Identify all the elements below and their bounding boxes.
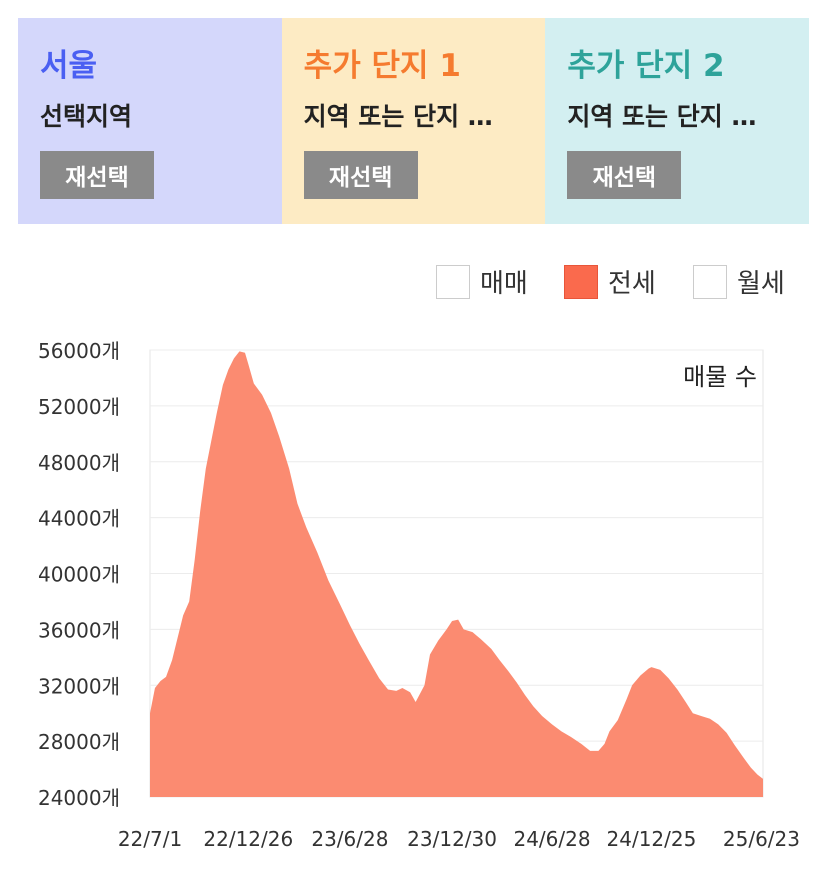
y-tick-label: 40000개 <box>38 563 120 587</box>
x-tick-label: 22/12/26 <box>203 827 293 851</box>
x-axis: 22/7/1 22/12/26 23/6/28 23/12/30 24/6/28 24/1… <box>118 827 800 851</box>
legend-checkbox[interactable] <box>693 264 727 299</box>
listing-count-area-chart: 24000개 28000개 32000개 36000개 40000개 44000개 4800… <box>38 339 800 851</box>
reselect-button[interactable]: 재선택 <box>40 151 154 199</box>
legend-checkbox[interactable] <box>564 264 598 299</box>
reselect-button[interactable]: 재선택 <box>567 151 682 199</box>
legend-label: 전세 <box>608 269 656 299</box>
jeonse-area-series <box>150 351 763 797</box>
x-tick-label: 24/12/25 <box>607 827 697 851</box>
card-title: 추가 단지 2 <box>567 48 725 84</box>
legend-label: 월세 <box>737 269 785 299</box>
chart-annotation: 매물 수 <box>683 363 757 391</box>
x-tick-label: 25/6/23 <box>723 827 800 851</box>
region-card-extra-2: 추가 단지 2 지역 또는 단지 … 재선택 <box>545 18 810 224</box>
y-tick-label: 36000개 <box>38 618 120 642</box>
x-tick-label: 23/12/30 <box>407 827 497 851</box>
chart-plot <box>150 351 763 797</box>
selection-cards: 서울 선택지역 재선택 추가 단지 1 지역 또는 단지 … 재선택 추가 단지… <box>18 18 810 224</box>
region-card-seoul: 서울 선택지역 재선택 <box>18 18 282 224</box>
y-tick-label: 52000개 <box>38 395 120 419</box>
y-tick-label: 24000개 <box>38 786 120 810</box>
y-tick-label: 44000개 <box>38 507 120 531</box>
y-tick-label: 48000개 <box>38 451 120 475</box>
legend-label: 매매 <box>480 269 528 299</box>
legend-checkbox[interactable] <box>436 264 470 299</box>
card-title: 추가 단지 1 <box>303 48 461 84</box>
card-subtitle: 선택지역 <box>40 102 133 131</box>
legend-item-monthly-rent[interactable]: 월세 <box>693 263 785 300</box>
card-subtitle: 지역 또는 단지 … <box>567 102 757 131</box>
x-tick-label: 22/7/1 <box>118 827 182 851</box>
y-tick-label: 56000개 <box>38 339 120 363</box>
card-title: 서울 <box>40 48 98 84</box>
y-tick-label: 32000개 <box>38 674 120 698</box>
reselect-button[interactable]: 재선택 <box>303 151 418 199</box>
y-tick-label: 28000개 <box>38 730 120 754</box>
legend-item-jeonse[interactable]: 전세 <box>564 263 656 300</box>
x-tick-label: 24/6/28 <box>513 827 590 851</box>
region-card-extra-1: 추가 단지 1 지역 또는 단지 … 재선택 <box>281 18 546 224</box>
chart-legend: 매매 전세 월세 <box>0 263 827 307</box>
x-tick-label: 23/6/28 <box>311 827 388 851</box>
card-subtitle: 지역 또는 단지 … <box>303 102 493 131</box>
y-axis: 24000개 28000개 32000개 36000개 40000개 44000개 4800… <box>38 339 120 810</box>
legend-item-sale[interactable]: 매매 <box>436 263 528 300</box>
